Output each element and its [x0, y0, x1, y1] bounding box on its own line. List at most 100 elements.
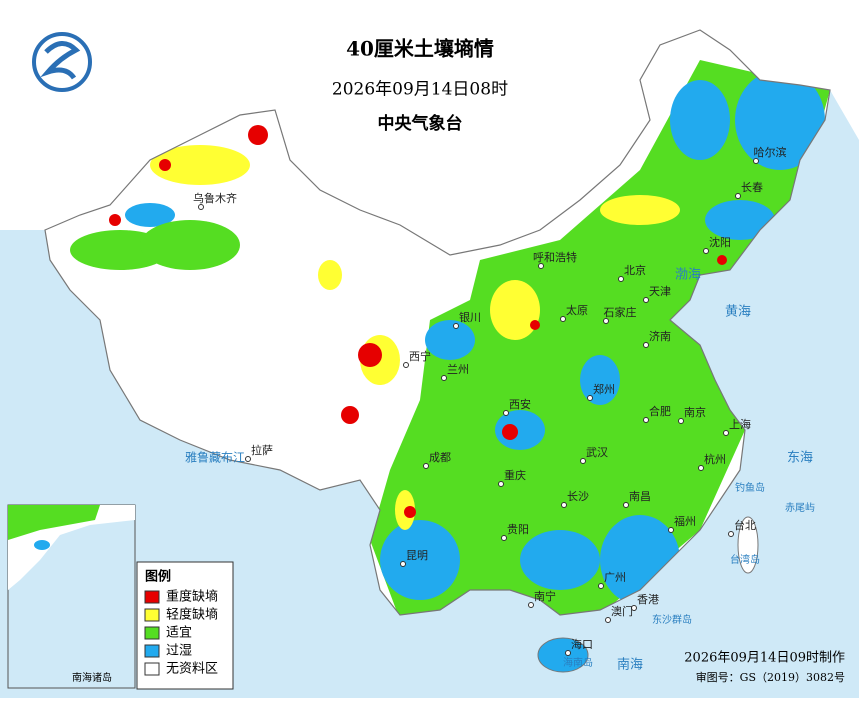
- city-dot: [587, 395, 593, 401]
- water-label: 黄海: [725, 305, 751, 320]
- city-dot: [753, 158, 759, 164]
- city-dot: [501, 535, 507, 541]
- legend-swatch: [144, 644, 160, 658]
- city-dot: [423, 463, 429, 469]
- city-dot: [643, 342, 649, 348]
- city-label: 石家庄: [604, 305, 637, 319]
- city-dot: [245, 456, 251, 462]
- city-dot: [580, 458, 586, 464]
- water-label: 南海: [617, 657, 643, 673]
- city-label: 呼和浩特: [533, 250, 577, 264]
- water-label: 渤海: [675, 267, 701, 283]
- city-dot: [441, 375, 447, 381]
- city-label: 南昌: [629, 490, 651, 503]
- city-label: 长沙: [567, 490, 589, 503]
- water-label: 海南岛: [563, 656, 593, 669]
- legend-label: 过湿: [166, 644, 192, 659]
- legend-swatch: [144, 590, 160, 604]
- city-dot: [668, 527, 674, 533]
- date: 2026年09月14日08时: [332, 80, 508, 100]
- city-dot: [560, 316, 566, 322]
- city-dot: [623, 502, 629, 508]
- city-label: 成都: [429, 451, 451, 464]
- city-dot: [198, 204, 204, 210]
- city-dot: [643, 417, 649, 423]
- city-dot: [453, 323, 459, 329]
- water-label: 雅鲁藏布江: [185, 450, 245, 465]
- city-label: 武汉: [586, 446, 608, 459]
- neighbor-land: [0, 0, 859, 255]
- city-dot: [605, 617, 611, 623]
- city-label: 香港: [637, 593, 659, 606]
- city-label: 南宁: [534, 589, 556, 603]
- legend-label: 轻度缺墒: [166, 607, 218, 623]
- legend-label: 适宜: [166, 626, 192, 641]
- city-label: 杭州: [704, 452, 726, 466]
- logo: [32, 32, 92, 92]
- city-label: 太原: [566, 304, 588, 317]
- city-label: 济南: [649, 329, 671, 343]
- city-dot: [400, 561, 406, 567]
- city-label: 昆明: [406, 549, 428, 562]
- city-dot: [703, 248, 709, 254]
- title: 40厘米土壤墒情: [346, 37, 494, 61]
- city-dot: [678, 418, 684, 424]
- city-label: 郑州: [593, 382, 615, 396]
- city-dot: [498, 481, 504, 487]
- city-label: 西安: [509, 397, 531, 411]
- city-label: 海口: [571, 637, 593, 651]
- city-dot: [403, 362, 409, 368]
- legend-swatch: [144, 662, 160, 676]
- city-label: 上海: [729, 417, 751, 431]
- water-label: 东海: [787, 451, 813, 466]
- city-dot: [728, 531, 734, 537]
- city-label: 广州: [604, 571, 626, 584]
- legend-swatch: [144, 626, 160, 640]
- city-dot: [618, 276, 624, 282]
- city-label: 兰州: [447, 363, 469, 376]
- city-label: 重庆: [504, 468, 526, 482]
- inset-label: 南海诸岛: [72, 671, 112, 684]
- water-label: 钓鱼岛: [735, 481, 765, 494]
- city-dot: [603, 318, 609, 324]
- city-label: 乌鲁木齐: [193, 191, 237, 205]
- agency: 中央气象台: [378, 113, 463, 134]
- city-dot: [503, 410, 509, 416]
- footer-made: 2026年09月14日09时制作: [684, 651, 845, 666]
- city-label: 福州: [674, 514, 696, 528]
- city-label: 天津: [649, 285, 671, 298]
- city-label: 合肥: [649, 404, 671, 418]
- city-label: 澳门: [611, 604, 633, 618]
- city-dot: [528, 602, 534, 608]
- city-label: 银川: [459, 310, 481, 324]
- hainan: [537, 637, 589, 673]
- legend-title: 图例: [145, 569, 171, 585]
- city-label: 哈尔滨: [754, 145, 787, 159]
- taiwan: [737, 516, 759, 574]
- city-dot: [643, 297, 649, 303]
- inset: 南海诸岛: [7, 504, 136, 689]
- city-dot: [723, 430, 729, 436]
- water-label: 赤尾屿: [785, 502, 815, 514]
- city-label: 西宁: [409, 349, 431, 363]
- city-label: 台北: [734, 518, 756, 532]
- city-label: 沈阳: [709, 235, 731, 249]
- legend-label: 无资料区: [166, 662, 218, 677]
- city-label: 拉萨: [251, 443, 273, 457]
- legend-label: 重度缺墒: [166, 589, 218, 605]
- city-dot: [565, 650, 571, 656]
- footer-approval: 审图号：GS（2019）3082号: [696, 670, 845, 684]
- city-label: 南京: [684, 405, 706, 419]
- city-label: 长春: [741, 181, 763, 194]
- water-label: 东沙群岛: [652, 613, 692, 626]
- city-dot: [538, 263, 544, 269]
- city-dot: [735, 193, 741, 199]
- city-label: 贵阳: [507, 523, 529, 536]
- city-dot: [631, 605, 637, 611]
- water-label: 台湾岛: [730, 553, 760, 566]
- city-label: 北京: [624, 263, 646, 277]
- city-dot: [698, 465, 704, 471]
- city-dot: [561, 502, 567, 508]
